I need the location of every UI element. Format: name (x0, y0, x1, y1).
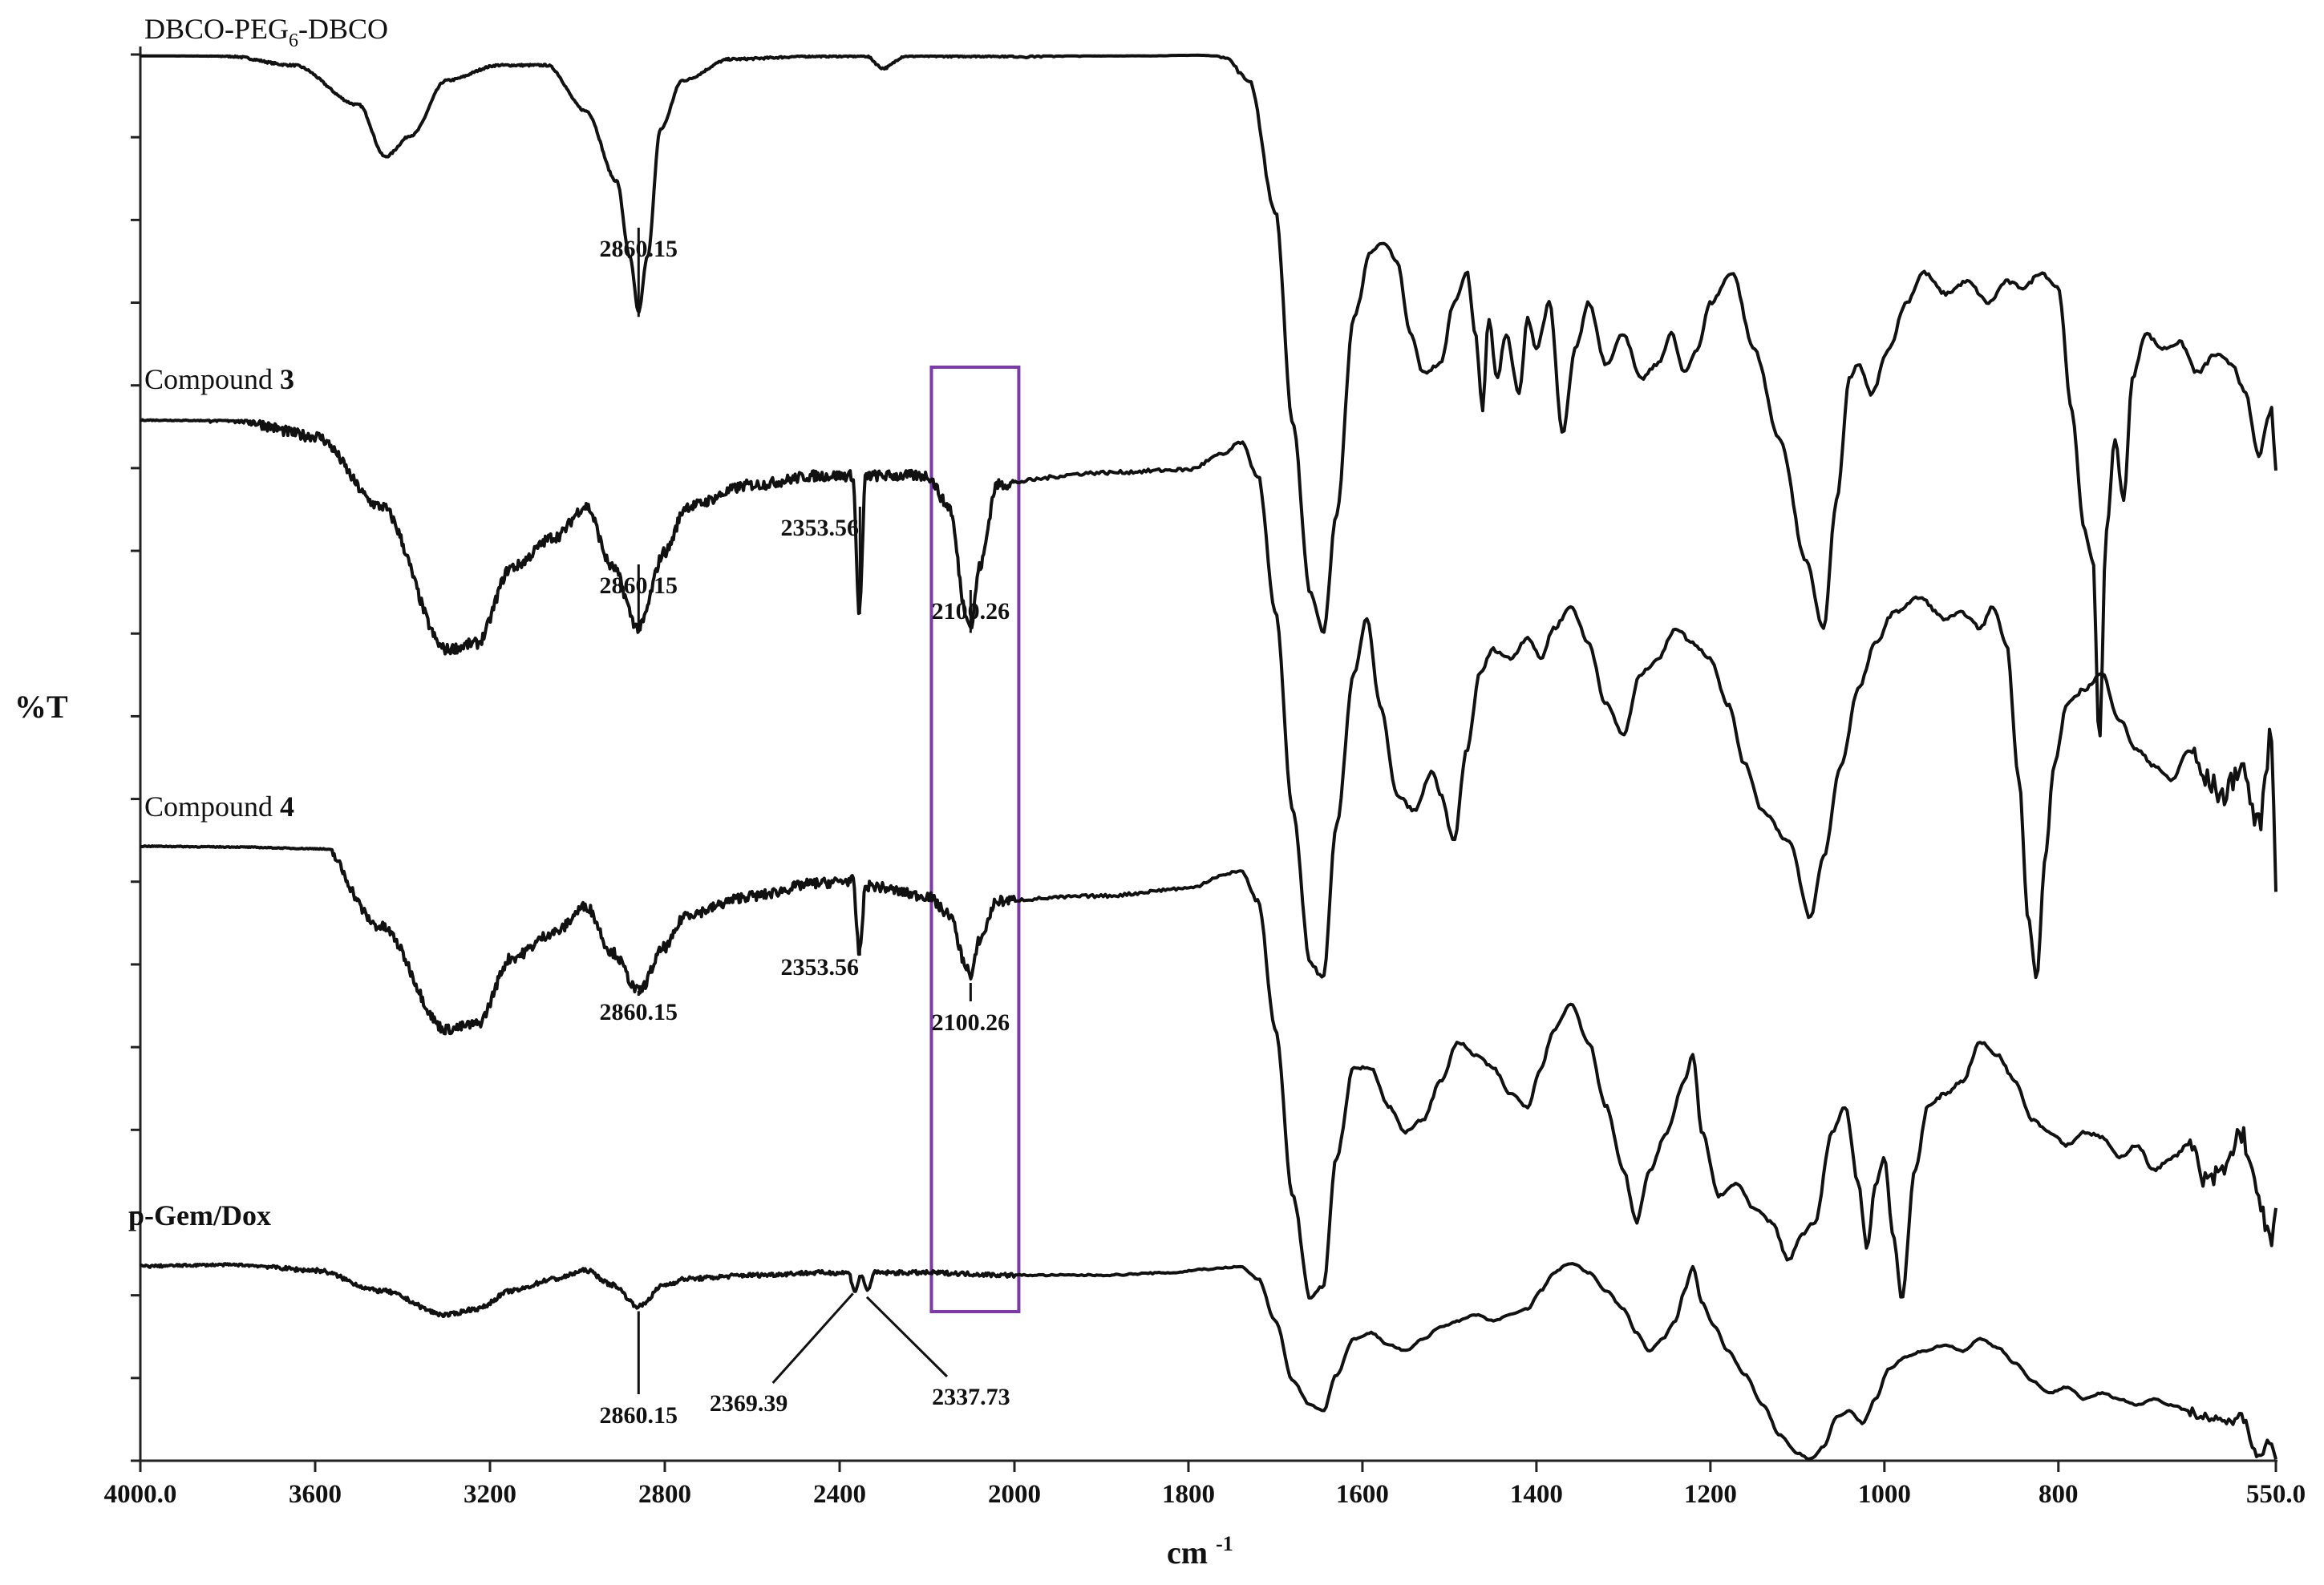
series-label-bold: 4 (280, 790, 294, 823)
x-tick-label: 3200 (464, 1480, 516, 1509)
peak-annotation-10: 2337.73 (865, 1296, 1010, 1410)
series-label-text: DBCO-PEG (144, 13, 289, 45)
x-tick-label: 1600 (1336, 1480, 1389, 1509)
series-label-text: Compound (144, 363, 280, 395)
peak-label: 2353.56 (781, 954, 860, 981)
x-axis-title-unit: cm (1167, 1534, 1208, 1571)
x-tick-label: 1200 (1684, 1480, 1737, 1509)
series-label-3: Compound 4 (144, 790, 294, 823)
peak-label: 2337.73 (932, 1384, 1010, 1410)
x-tick-label: 1800 (1162, 1480, 1215, 1509)
peak-annotations: 2860.15 2860.15 2353.56 2100.26 2860.15 2353.… (600, 228, 1010, 1429)
x-tick-label: 2400 (813, 1480, 866, 1509)
series-label-subscript: 6 (289, 30, 298, 51)
x-tick-label: 800 (2039, 1480, 2079, 1509)
series-label-suffix: -DBCO (298, 13, 388, 45)
peak-annotation-6: 2353.56 (781, 946, 861, 981)
peak-label: 2860.15 (600, 572, 678, 599)
highlight-box-2100 (929, 366, 1021, 1313)
x-tick-label: 3600 (289, 1480, 342, 1509)
series-label-bold: p-Gem/Dox (128, 1199, 271, 1231)
spectra-traces (139, 53, 2277, 1461)
x-tick-label: 1400 (1510, 1480, 1563, 1509)
peak-annotation-2: 2860.15 (600, 564, 678, 633)
series-label-4: p-Gem/Dox (128, 1199, 271, 1231)
x-tick-label: 2800 (638, 1480, 691, 1509)
peak-annotation-8: 2860.15 (600, 1311, 678, 1429)
axes: 4000.0 3600 3200 2800 2400 2000 1800 1600 1400 12… (104, 46, 2306, 1509)
peak-label: 2860.15 (600, 236, 678, 262)
series-label-text: Compound (144, 790, 280, 823)
peak-annotation-5: 2860.15 (600, 991, 678, 1025)
x-axis-title: cm -1 (1167, 1532, 1233, 1571)
peak-label: 2860.15 (600, 1402, 678, 1429)
y-axis-title: %T (14, 689, 68, 725)
x-axis-ticks: 4000.0 3600 3200 2800 2400 2000 1800 1600 1400 12… (104, 1461, 2306, 1509)
x-tick-label: 2000 (988, 1480, 1041, 1509)
peak-annotation-9: 2369.39 (710, 1292, 854, 1417)
spectrum-trace-2 (140, 418, 2277, 980)
series-label-2: Compound 3 (144, 363, 294, 395)
peak-annotation-3: 2353.56 (781, 507, 861, 614)
spectrum-trace-1 (140, 53, 2277, 738)
peak-leader (771, 1292, 854, 1385)
peak-annotation-1: 2860.15 (600, 228, 678, 317)
spectrum-trace-4 (139, 1262, 2277, 1461)
peak-label: 2100.26 (932, 598, 1010, 625)
series-label-bold: 3 (280, 363, 294, 395)
y-axis-ticks (131, 53, 140, 1462)
peak-leader (865, 1296, 948, 1378)
peak-annotation-4: 2100.26 (932, 590, 1010, 633)
peak-label: 2860.15 (600, 999, 678, 1025)
x-tick-label: 1000 (1858, 1480, 1911, 1509)
x-tick-label: 550.0 (2246, 1480, 2306, 1509)
peak-label: 2369.39 (710, 1390, 788, 1417)
spectrum-trace-3 (140, 844, 2277, 1300)
peak-label: 2100.26 (932, 1009, 1010, 1036)
series-label-1: DBCO-PEG6-DBCO (144, 13, 388, 51)
peak-annotation-7: 2100.26 (932, 982, 1010, 1036)
x-axis-title-exponent: -1 (1216, 1532, 1233, 1555)
peak-label: 2353.56 (781, 515, 860, 541)
x-tick-label: 4000.0 (104, 1480, 177, 1509)
